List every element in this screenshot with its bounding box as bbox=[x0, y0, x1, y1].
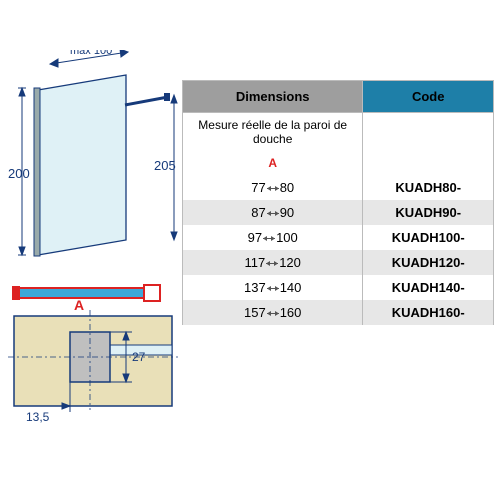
profile-detail: 13,5 27 bbox=[8, 310, 178, 430]
table-header-row: Dimensions Code bbox=[183, 81, 494, 113]
cell-code: KUADH90- bbox=[363, 200, 494, 225]
column-symbol: A bbox=[183, 151, 363, 175]
table-row: 97100KUADH100- bbox=[183, 225, 494, 250]
dim-profile-2: 27 bbox=[132, 350, 146, 364]
dim-panel-height: 200 bbox=[8, 166, 30, 181]
table-row: 8790KUADH90- bbox=[183, 200, 494, 225]
cell-code: KUADH120- bbox=[363, 250, 494, 275]
technical-diagram: 200 max 100 205 A bbox=[8, 50, 178, 450]
table-subheader-row: Mesure réelle de la paroi de douche bbox=[183, 113, 494, 152]
panel-isometric: 200 max 100 205 bbox=[8, 50, 178, 280]
header-dimensions: Dimensions bbox=[183, 81, 363, 113]
width-bar: A bbox=[8, 280, 178, 310]
dim-panel-right: 205 bbox=[154, 158, 176, 173]
panel-glass bbox=[38, 75, 126, 255]
cell-code: KUADH80- bbox=[363, 175, 494, 200]
cell-dimension: 157160 bbox=[183, 300, 363, 325]
table-row: 137140KUADH140- bbox=[183, 275, 494, 300]
dim-profile-1: 13,5 bbox=[26, 410, 50, 424]
table-symbol-row: A bbox=[183, 151, 494, 175]
cell-code: KUADH140- bbox=[363, 275, 494, 300]
table-row: 7780KUADH80- bbox=[183, 175, 494, 200]
header-code: Code bbox=[363, 81, 494, 113]
subheader-text: Mesure réelle de la paroi de douche bbox=[183, 113, 363, 152]
table-row: 117120KUADH120- bbox=[183, 250, 494, 275]
dimensions-table: Dimensions Code Mesure réelle de la paro… bbox=[182, 80, 494, 325]
cell-dimension: 97100 bbox=[183, 225, 363, 250]
cell-dimension: 137140 bbox=[183, 275, 363, 300]
panel-brace-bar bbox=[125, 97, 168, 105]
width-bar-label: A bbox=[74, 297, 84, 310]
cell-dimension: 8790 bbox=[183, 200, 363, 225]
panel-wall-profile bbox=[34, 88, 40, 256]
cell-dimension: 7780 bbox=[183, 175, 363, 200]
table-row: 157160KUADH160- bbox=[183, 300, 494, 325]
dim-panel-top: max 100 bbox=[70, 50, 112, 57]
cell-code: KUADH160- bbox=[363, 300, 494, 325]
cell-dimension: 117120 bbox=[183, 250, 363, 275]
cell-code: KUADH100- bbox=[363, 225, 494, 250]
